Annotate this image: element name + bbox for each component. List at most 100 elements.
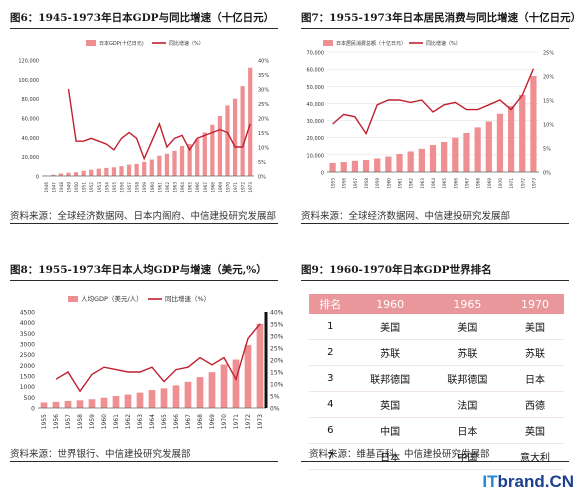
growth-line [67,88,251,161]
x-tick-label: 1951 [82,182,87,193]
y-right-tick-label: 0% [543,171,551,177]
bar [232,98,238,176]
country-cell: 中国 [428,443,507,470]
growth-line [332,68,535,136]
x-tick-label: 1966 [195,182,200,193]
y-left-tick-label: 40,000 [307,102,325,108]
fig8-source: 资料来源：世界银行、中信建投研究发展部 [10,449,191,460]
x-tick-label: 1972 [241,182,246,193]
x-tick-label: 1971 [233,414,240,429]
country-cell: 英国 [506,417,564,444]
y-right-tick-label: 20% [258,117,269,123]
y-left-tick-label: 0 [321,171,324,177]
rank-cell: 6 [309,417,352,444]
bar [240,86,245,176]
country-cell: 苏联 [351,339,429,366]
y-right-tick-label: 10% [270,382,284,389]
x-tick-label: 1961 [398,178,403,189]
fig7-source: 资料来源：全球经济数据网、中信建投研究发展部 [301,211,511,222]
x-tick-label: 1949 [67,182,72,193]
fig7-source-rule [301,223,569,224]
country-cell: 日本 [351,443,429,470]
x-tick-label: 1971 [509,178,514,189]
y-left-tick-label: 60,000 [307,68,325,74]
bar [248,67,253,176]
bar [530,76,537,172]
country-cell: 英国 [351,391,429,418]
x-tick-label: 1961 [113,414,120,429]
bar [164,153,170,176]
legend-swatch-bar [86,40,96,46]
bar [340,162,347,172]
fig8-chart: 0 500 1000 1500 2000 2500 3000 3500 4000 4500 0% 5%… [20,294,284,429]
fig9-title-rule [301,280,569,281]
country-cell: 日本 [428,417,507,444]
y-left-tick-label: 80,000 [22,97,40,103]
country-cell: 苏联 [428,339,507,366]
rank-table-header-row: 排名 1960 1965 1970 [309,294,564,314]
table-row: 6 中国 日本 英国 [309,417,564,444]
growth-line [55,323,261,393]
x-tick-label: 1947 [51,182,56,193]
bar [202,132,207,176]
y-left-tick-label: 120,000 [18,59,39,65]
x-tick-label: 1968 [476,178,481,189]
x-tick-label: 1968 [210,182,215,193]
x-tick-label: 1962 [409,178,414,189]
y-right-tick-label: 25% [270,346,284,353]
bar [111,167,117,176]
x-tick-label: 1962 [125,414,132,429]
legend-label-line: 同比增速（%） [165,294,210,303]
y-left-tick-label: 1000 [20,384,35,391]
bar [507,106,515,172]
x-tick-label: 1954 [104,182,109,193]
x-tick-label: 1966 [453,178,458,189]
x-tick-label: 1950 [74,182,79,193]
y-left-tick-label: 10,000 [307,153,325,159]
x-tick-label: 1959 [89,414,96,429]
bar [172,150,177,176]
fig6-source-rule [10,223,278,224]
x-tick-label: 1958 [135,182,140,193]
bar [104,167,109,176]
x-tick-label: 1973 [531,178,536,189]
x-tick-label: 1960 [101,414,108,429]
x-tick-label: 1969 [218,182,223,193]
legend-label-bar: 日本GDP(十亿日元) [99,40,144,47]
x-tick-label: 1970 [221,414,228,429]
rank-table-header-1965: 1965 [428,294,507,314]
y-right-tick-label: 10% [258,146,269,152]
x-tick-label: 1972 [245,414,252,429]
bar [232,359,240,408]
brand-logo-it: IT [482,472,498,491]
x-tick-label: 1960 [150,182,155,193]
fig7-chart: 0 10,000 20,000 30,000 40,000 50,000 60,000 70,… [307,40,554,189]
bar [244,345,252,408]
y-right-tick-label: 35% [258,73,269,79]
fig7-title-rule [301,28,569,29]
bar [149,159,154,176]
bar [441,142,448,172]
bar [196,377,204,408]
table-row: 4 英国 法国 西德 [309,391,564,418]
y-right-tick-label: 30% [270,334,284,341]
x-tick-label: 1959 [375,178,380,189]
y-left-tick-label: 40,000 [22,136,40,142]
x-tick-label: 1948 [59,182,64,193]
x-tick-label: 1957 [353,178,358,189]
y-left-tick-label: 500 [24,395,36,402]
bar [64,400,72,408]
bar [124,394,132,408]
bar [40,402,48,408]
x-tick-label: 1966 [173,414,180,429]
y-right-tick-label: 40% [270,310,284,317]
country-cell: 苏联 [506,339,564,366]
bar [496,113,504,172]
bar [89,169,94,176]
bar [96,168,101,176]
legend-label-line: 同比增速（%） [169,40,204,47]
table-row: 7 日本 中国 意大利 [309,443,564,470]
y-left-tick-label: 4500 [20,310,35,317]
rank-cell: 2 [309,339,352,366]
bar [452,137,459,172]
